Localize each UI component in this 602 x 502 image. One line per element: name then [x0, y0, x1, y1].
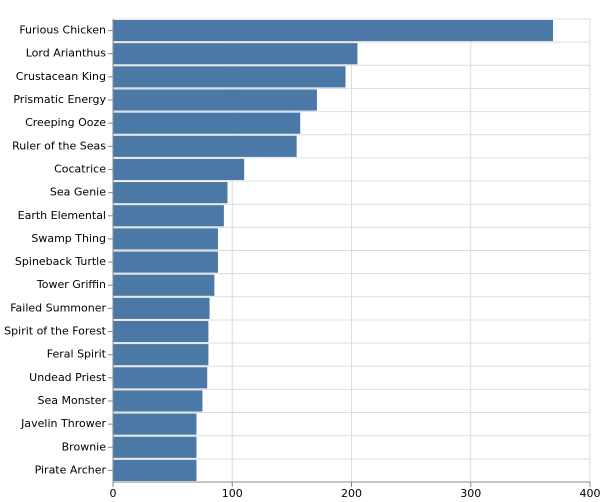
y-tick-label: Failed Summoner — [10, 301, 106, 314]
y-tick-label: Lord Arianthus — [26, 47, 107, 60]
bar — [113, 390, 203, 412]
bar — [113, 251, 218, 273]
bar — [113, 66, 346, 88]
bar — [113, 112, 301, 134]
bar — [113, 182, 228, 204]
x-tick-label: 400 — [580, 487, 601, 500]
y-tick-label: Javelin Thrower — [20, 417, 106, 430]
bar — [113, 274, 215, 296]
x-tick-label: 300 — [460, 487, 481, 500]
bar — [113, 89, 317, 111]
bar — [113, 297, 210, 319]
y-tick-label: Creeping Ooze — [25, 116, 106, 129]
bar — [113, 320, 209, 343]
bar — [113, 413, 197, 435]
y-tick-label: Feral Spirit — [47, 348, 107, 361]
bar — [113, 228, 218, 250]
y-tick-label: Pirate Archer — [35, 463, 107, 476]
y-tick-label: Ruler of the Seas — [12, 139, 106, 152]
y-tick-label: Sea Genie — [50, 186, 106, 199]
bar — [113, 344, 209, 366]
y-tick-label: Spirit of the Forest — [4, 325, 107, 338]
bar — [113, 205, 224, 227]
y-tick-label: Spineback Turtle — [15, 255, 106, 268]
bar — [113, 135, 297, 157]
y-tick-label: Brownie — [62, 440, 107, 453]
bar — [113, 43, 358, 65]
x-tick-label: 0 — [110, 487, 117, 500]
y-tick-label: Swamp Thing — [31, 232, 106, 245]
y-tick-label: Prismatic Energy — [13, 93, 106, 106]
y-tick-label: Undead Priest — [29, 371, 107, 384]
x-tick-label: 200 — [341, 487, 362, 500]
bar — [113, 367, 208, 389]
y-tick-label: Tower Griffin — [36, 278, 106, 291]
y-tick-label: Crustacean King — [16, 70, 106, 83]
bar — [113, 158, 245, 181]
bar — [113, 436, 197, 458]
bar — [113, 459, 197, 481]
x-tick-label: 100 — [222, 487, 243, 500]
y-tick-label: Furious Chicken — [19, 24, 106, 37]
y-tick-label: Earth Elemental — [18, 209, 106, 222]
bar — [113, 20, 554, 42]
y-tick-label: Sea Monster — [37, 394, 106, 407]
y-tick-label: Cocatrice — [54, 162, 106, 175]
